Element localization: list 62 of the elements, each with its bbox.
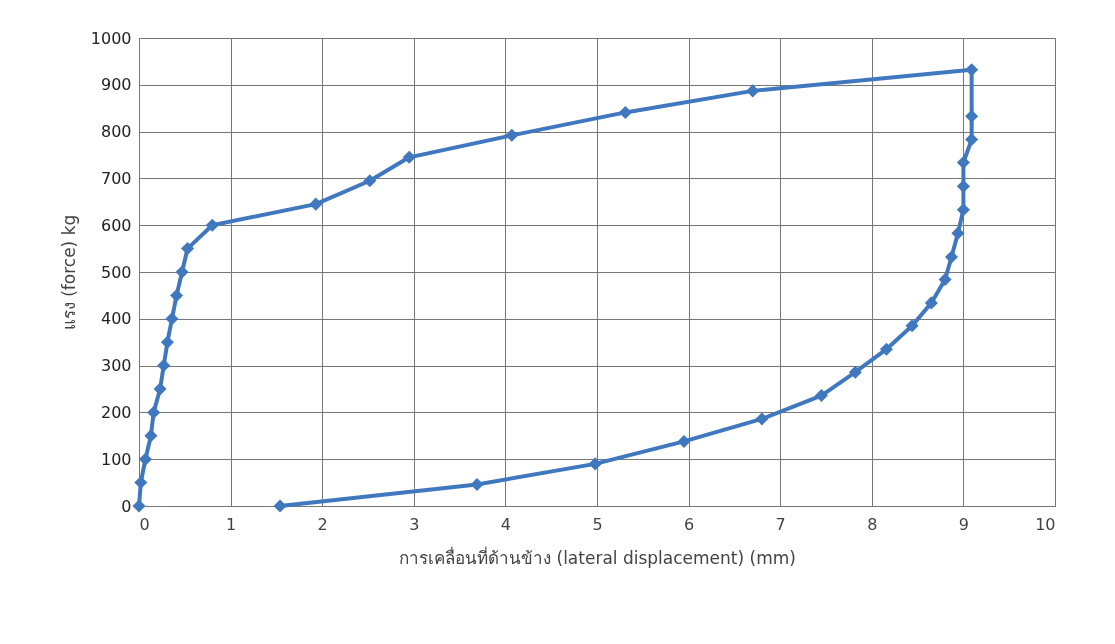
point <box>144 429 158 443</box>
point <box>956 155 970 170</box>
point <box>165 312 179 326</box>
point <box>755 412 769 426</box>
point <box>746 84 760 98</box>
point <box>402 150 416 164</box>
y-tick-label: 1000 <box>90 28 132 48</box>
point <box>944 250 959 264</box>
y-tick-label: 700 <box>100 168 132 188</box>
point <box>309 197 323 211</box>
x-tick-label: 2 <box>317 514 328 534</box>
x-tick-label: 8 <box>867 514 878 534</box>
y-tick-label: 400 <box>100 309 132 329</box>
x-tick-label: 0 <box>139 514 150 534</box>
point <box>153 382 167 396</box>
point <box>132 499 146 513</box>
x-tick-label: 1 <box>226 514 237 534</box>
point <box>363 174 377 188</box>
x-tick-label: 5 <box>592 514 603 534</box>
point <box>160 335 174 349</box>
point <box>273 499 287 513</box>
point <box>924 296 938 310</box>
y-tick-label: 600 <box>100 215 132 235</box>
point <box>905 319 919 333</box>
point <box>147 405 161 419</box>
point <box>965 109 979 123</box>
point <box>956 203 970 217</box>
y-tick-label: 100 <box>100 449 132 469</box>
x-tick-label: 6 <box>684 514 695 534</box>
y-tick-label: 800 <box>100 122 132 142</box>
point <box>618 105 632 119</box>
y-tick-label: 500 <box>100 262 132 282</box>
point <box>814 389 828 403</box>
point <box>677 434 691 448</box>
y-tick-label: 0 <box>121 496 132 516</box>
point <box>157 359 171 373</box>
point <box>181 242 195 256</box>
y-tick-label: 900 <box>100 75 132 95</box>
y-tick-label: 300 <box>100 356 132 376</box>
point <box>170 288 184 302</box>
point <box>588 457 602 471</box>
point <box>938 272 952 287</box>
point <box>175 265 189 279</box>
x-tick-label: 7 <box>775 514 786 534</box>
point <box>505 128 519 142</box>
point <box>965 133 979 147</box>
x-tick-label: 3 <box>409 514 420 534</box>
point <box>138 452 152 466</box>
point <box>965 63 979 77</box>
point <box>879 342 893 356</box>
y-axis-title: แรง (force) kg <box>58 214 79 331</box>
x-tick-label: 4 <box>500 514 511 534</box>
point <box>848 365 862 379</box>
y-tick-label: 200 <box>100 402 132 422</box>
x-tick-label: 9 <box>958 514 969 534</box>
x-axis-title: การเคลื่อนที่ด้านข้าง (lateral displacement) (mm) <box>399 545 796 568</box>
point <box>205 218 219 232</box>
x-tick-label: 10 <box>1035 514 1056 534</box>
point <box>951 226 965 240</box>
point <box>956 179 970 193</box>
point <box>470 477 484 491</box>
point <box>134 476 148 490</box>
